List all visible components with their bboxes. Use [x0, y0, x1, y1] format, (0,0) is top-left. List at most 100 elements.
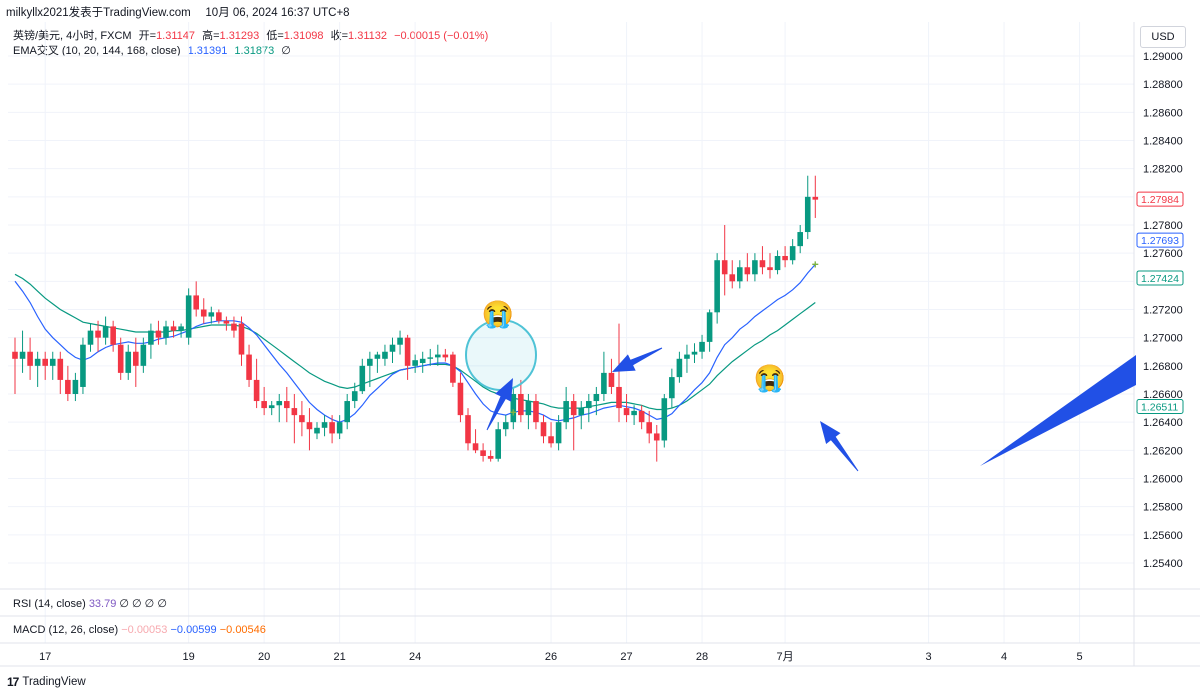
candle: [253, 358, 260, 409]
ema-null-value: ∅: [281, 45, 291, 57]
candle: [170, 320, 177, 338]
x-tick-label: 26: [545, 651, 557, 663]
candle: [752, 253, 758, 282]
y-tick-label: 1.26000: [1143, 474, 1183, 486]
candle-body: [495, 429, 501, 459]
rsi-label[interactable]: RSI (14, close): [13, 598, 86, 610]
candle-body: [34, 358, 41, 366]
candle-body: [789, 246, 796, 261]
candle-body: [163, 326, 169, 338]
price-label-ema_slow: 1.27424: [1136, 270, 1184, 286]
candle: [321, 415, 328, 437]
candle: [706, 309, 713, 352]
candle: [797, 225, 803, 254]
candle-body: [216, 312, 222, 321]
candles: [12, 175, 819, 462]
candle-body: [450, 354, 456, 383]
x-tick-label: 24: [409, 651, 421, 663]
candle: [714, 253, 720, 324]
price-label-box: [1136, 232, 1184, 248]
candle-body: [389, 344, 396, 352]
candle: [178, 323, 184, 338]
y-tick-label: 1.25400: [1143, 558, 1183, 570]
ema-label[interactable]: EMA交叉 (10, 20, 144, 168, close): [13, 45, 181, 57]
candle: [442, 348, 449, 362]
candle-body: [231, 323, 237, 331]
candle-body: [555, 422, 562, 444]
candle: [669, 368, 675, 409]
candle: [608, 358, 615, 394]
candle: [789, 239, 796, 265]
macd-label[interactable]: MACD (12, 26, close): [13, 624, 119, 636]
candle-body: [737, 267, 743, 282]
candle: [510, 386, 517, 430]
candle: [117, 337, 124, 380]
tradingview-logo-icon: 17: [7, 675, 19, 689]
candle: [276, 394, 283, 423]
candle-body: [623, 408, 630, 416]
candle-body: [140, 344, 147, 366]
currency-button[interactable]: USD: [1140, 26, 1186, 48]
rsi-null-values: ∅ ∅ ∅ ∅: [119, 598, 167, 610]
candle-body: [457, 382, 464, 416]
candle: [140, 337, 147, 373]
candle-body: [329, 422, 335, 434]
arrow-left: [612, 347, 663, 372]
candle: [699, 334, 705, 359]
candle: [110, 320, 116, 352]
candle-body: [321, 422, 328, 428]
candle-body: [608, 372, 615, 387]
crying-emoji: 😭: [482, 299, 514, 329]
candle-body: [95, 330, 101, 338]
tradingview-logo[interactable]: 17 TradingView: [7, 675, 86, 689]
price-label-box: [1136, 191, 1184, 207]
candle-body: [170, 326, 177, 331]
candle: [737, 260, 743, 289]
candle-body: [80, 344, 86, 387]
y-tick-label: 1.25800: [1143, 502, 1183, 514]
candle: [638, 405, 645, 430]
cross-marker: +: [917, 0, 924, 3]
candle-body: [502, 422, 509, 430]
candle: [593, 386, 600, 416]
candle-body: [653, 433, 660, 441]
candle-body: [684, 354, 690, 359]
y-tick-label: 1.27800: [1143, 220, 1183, 232]
candle-body: [87, 330, 94, 345]
candle: [200, 298, 207, 324]
candle: [525, 394, 532, 430]
candle: [374, 351, 381, 373]
candle: [185, 288, 192, 345]
x-tick-label: 27: [620, 651, 632, 663]
price-label-last: 1.27984: [1136, 191, 1184, 207]
candle: [231, 316, 237, 338]
candle-body: [359, 365, 366, 392]
candle-body: [548, 436, 554, 444]
candle-body: [133, 351, 139, 366]
symbol-label[interactable]: 英镑/美元, 4小时, FXCM: [13, 30, 132, 42]
low-label: 低=: [266, 30, 284, 42]
candle: [404, 334, 411, 380]
candle: [412, 354, 418, 373]
candle-body: [314, 427, 320, 434]
candle-body: [299, 415, 305, 423]
arrow-up-left: [820, 421, 859, 472]
candle-body: [797, 232, 803, 247]
candle-body: [563, 401, 569, 423]
candle-body: [578, 408, 585, 416]
candle-body: [435, 354, 441, 358]
candle: [299, 401, 305, 437]
candle-body: [148, 330, 154, 345]
candle-body: [480, 450, 486, 456]
y-tick-label: 1.28400: [1143, 136, 1183, 148]
candle-body: [729, 274, 736, 282]
candle-body: [57, 358, 64, 380]
candle: [133, 337, 139, 387]
candle-body: [744, 267, 751, 275]
x-tick-label: 17: [39, 651, 51, 663]
candle: [389, 337, 396, 364]
candle-body: [125, 351, 132, 373]
candle: [223, 316, 230, 331]
candle-body: [268, 405, 275, 409]
